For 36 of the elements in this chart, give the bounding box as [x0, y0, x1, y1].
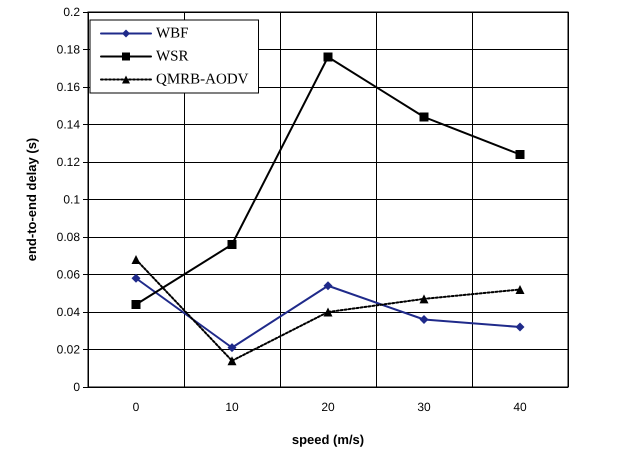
legend-label: QMRB-AODV	[156, 72, 249, 88]
y-tick-label: 0.14	[56, 118, 80, 132]
point	[132, 274, 140, 283]
point	[132, 255, 140, 264]
point	[324, 308, 332, 316]
y-tick-label: 0.18	[56, 42, 80, 56]
legend-label: WSR	[156, 48, 189, 64]
x-tick-label: 20	[321, 400, 335, 414]
y-tick-label: 0.16	[56, 80, 80, 94]
y-axis-title: end-to-end delay (s)	[24, 138, 39, 262]
point	[516, 150, 524, 159]
point	[228, 356, 236, 366]
point	[420, 294, 428, 304]
point	[132, 300, 140, 309]
y-tick-label: 0.04	[56, 305, 80, 319]
y-tick-label: 0.02	[56, 342, 80, 356]
x-tick-label: 40	[513, 400, 527, 414]
point	[228, 240, 236, 249]
y-tick-label: 0.2	[63, 5, 80, 19]
x-tick-label: 0	[132, 400, 140, 414]
y-tick-label: 0.08	[56, 230, 80, 244]
x-axis-title: speed (m/s)	[292, 432, 364, 447]
y-tick-label: 0.06	[56, 268, 80, 282]
point	[228, 343, 236, 352]
point	[324, 281, 332, 290]
point	[516, 322, 524, 332]
y-tick-label: 0	[73, 380, 80, 394]
point	[516, 285, 524, 294]
point	[420, 315, 428, 324]
point	[324, 52, 332, 62]
x-tick-label: 30	[417, 400, 431, 414]
y-tick-label: 0.1	[63, 192, 80, 206]
x-tick-label: 10	[225, 400, 239, 414]
legend-label: WBF	[156, 26, 189, 42]
point	[420, 112, 428, 122]
y-tick-label: 0.12	[56, 155, 80, 169]
